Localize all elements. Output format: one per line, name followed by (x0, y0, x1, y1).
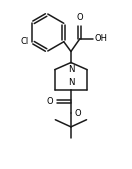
Text: OH: OH (95, 34, 108, 43)
Text: O: O (46, 97, 53, 106)
Text: N: N (68, 65, 74, 74)
Text: O: O (75, 109, 81, 118)
Text: Cl: Cl (20, 37, 29, 46)
Text: O: O (77, 13, 83, 22)
Text: N: N (68, 78, 74, 87)
